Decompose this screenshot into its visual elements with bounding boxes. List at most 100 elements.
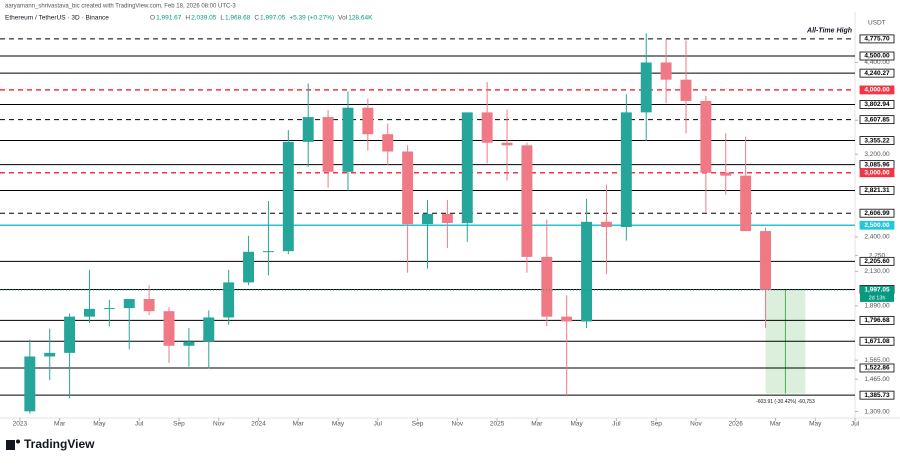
level-label-box (859, 390, 895, 400)
level-label-box (859, 256, 895, 266)
x-tick-label: Sep (173, 421, 185, 428)
candle-body (123, 299, 135, 309)
x-tick-label: Sep (412, 421, 424, 428)
candle-body (521, 145, 533, 257)
x-tick-label: May (809, 421, 822, 428)
candle-body (501, 142, 513, 146)
candle-body (322, 117, 334, 172)
candle-body (740, 175, 752, 232)
candle-body (461, 112, 473, 223)
quote-value: 1,997.05 (260, 15, 286, 22)
x-tick-label: Mar (531, 421, 543, 428)
x-tick-label: Sep (650, 421, 662, 428)
candle-body (600, 221, 612, 227)
x-tick-label: Mar (54, 421, 66, 428)
quote-value: +5.39 (+0.27%) (289, 15, 334, 22)
candle-body (64, 316, 76, 353)
level-label: 3,802.94 (864, 101, 890, 108)
x-tick-label: 2024 (251, 421, 266, 428)
last-price-box (860, 285, 894, 302)
level-label-box (859, 68, 895, 78)
level-label-box (859, 100, 895, 109)
quote-key: L (220, 15, 224, 22)
level-label: 2,205.60 (864, 258, 890, 265)
level-label: 4,775.70 (864, 36, 890, 43)
measure-label: -603.91 (-30.42%) -60,753 (756, 399, 815, 405)
level-label: 1,671.08 (864, 338, 890, 345)
x-tick-label: 2023 (13, 421, 28, 428)
candle-body (760, 231, 771, 290)
currency: USDT (868, 20, 886, 27)
level-label-box (859, 168, 895, 178)
x-tick-label: Jul (851, 421, 860, 428)
y-tick-label: 2,250 (869, 252, 886, 259)
logo-dot (16, 439, 20, 444)
level-label-box (859, 136, 895, 145)
candle-body (84, 308, 95, 317)
level-label-box (859, 186, 895, 195)
quote-value: 128.64K (348, 15, 373, 22)
level-label-box (859, 51, 895, 61)
candle-body (223, 282, 235, 318)
candle-body (243, 251, 255, 283)
candle-body (183, 341, 195, 346)
candle-body (581, 221, 593, 322)
level-label: 2,500.00 (864, 222, 890, 229)
level-label-box (859, 115, 895, 125)
candle-body (620, 112, 632, 227)
candle-body (680, 79, 692, 101)
candle-body (44, 352, 56, 357)
x-tick-label: Nov (690, 421, 702, 428)
level-label: 3,000.00 (864, 169, 890, 176)
level-label-box (859, 363, 895, 373)
x-tick-label: Nov (452, 421, 464, 428)
candle-body (24, 356, 36, 412)
level-label: 3,355.22 (864, 137, 890, 144)
candle-body (382, 134, 394, 152)
candle-body (402, 151, 414, 225)
y-tick-label: 2,130.00 (864, 268, 890, 275)
y-tick-label: 4,400.00 (864, 59, 890, 66)
candle-body (163, 311, 175, 346)
candle-body (103, 308, 115, 310)
x-tick-label: May (332, 421, 345, 428)
level-label: 4,000.00 (864, 87, 890, 94)
candle-body (362, 107, 374, 135)
candle-body (342, 107, 354, 172)
y-tick-label: 1,565.00 (864, 357, 890, 364)
candle-body (143, 299, 155, 312)
last-price-label: 1,997.05 (864, 287, 890, 294)
x-tick-label: Jul (135, 421, 144, 428)
quote-value: 1,968.68 (225, 15, 251, 22)
y-tick-label: 2,400.00 (864, 234, 890, 241)
candle-body (422, 213, 433, 225)
level-label: 4,240.27 (864, 70, 890, 77)
quote-key: H (185, 15, 190, 22)
logo-mark (6, 440, 15, 450)
x-tick-label: 2025 (490, 421, 505, 428)
header: aaryamann_shrivastava_bic created with T… (5, 4, 236, 10)
ath-label: All-Time High (806, 28, 852, 35)
candle-body (262, 251, 274, 253)
x-tick-label: Jul (612, 421, 621, 428)
y-tick-label: 1,465.00 (864, 376, 890, 383)
level-label: 1,522.86 (864, 365, 890, 372)
quote-key: Vol (338, 15, 348, 22)
candle-body (720, 172, 732, 176)
level-label: 1,385.73 (864, 392, 890, 399)
level-label: 4,500.00 (864, 53, 890, 60)
logo: TradingView (6, 437, 95, 451)
x-tick-label: Mar (293, 421, 305, 428)
x-tick-label: Nov (213, 421, 225, 428)
level-label: 2,821.31 (864, 187, 890, 194)
candle-body (541, 256, 553, 317)
candle-body (203, 317, 215, 342)
level-label-box (859, 315, 895, 325)
level-label-box (859, 208, 895, 218)
y-tick-label: 1,309.00 (864, 408, 890, 415)
level-label-box (859, 220, 895, 230)
countdown: 2d 13h (869, 295, 886, 301)
level-label: 2,606.99 (864, 210, 890, 217)
